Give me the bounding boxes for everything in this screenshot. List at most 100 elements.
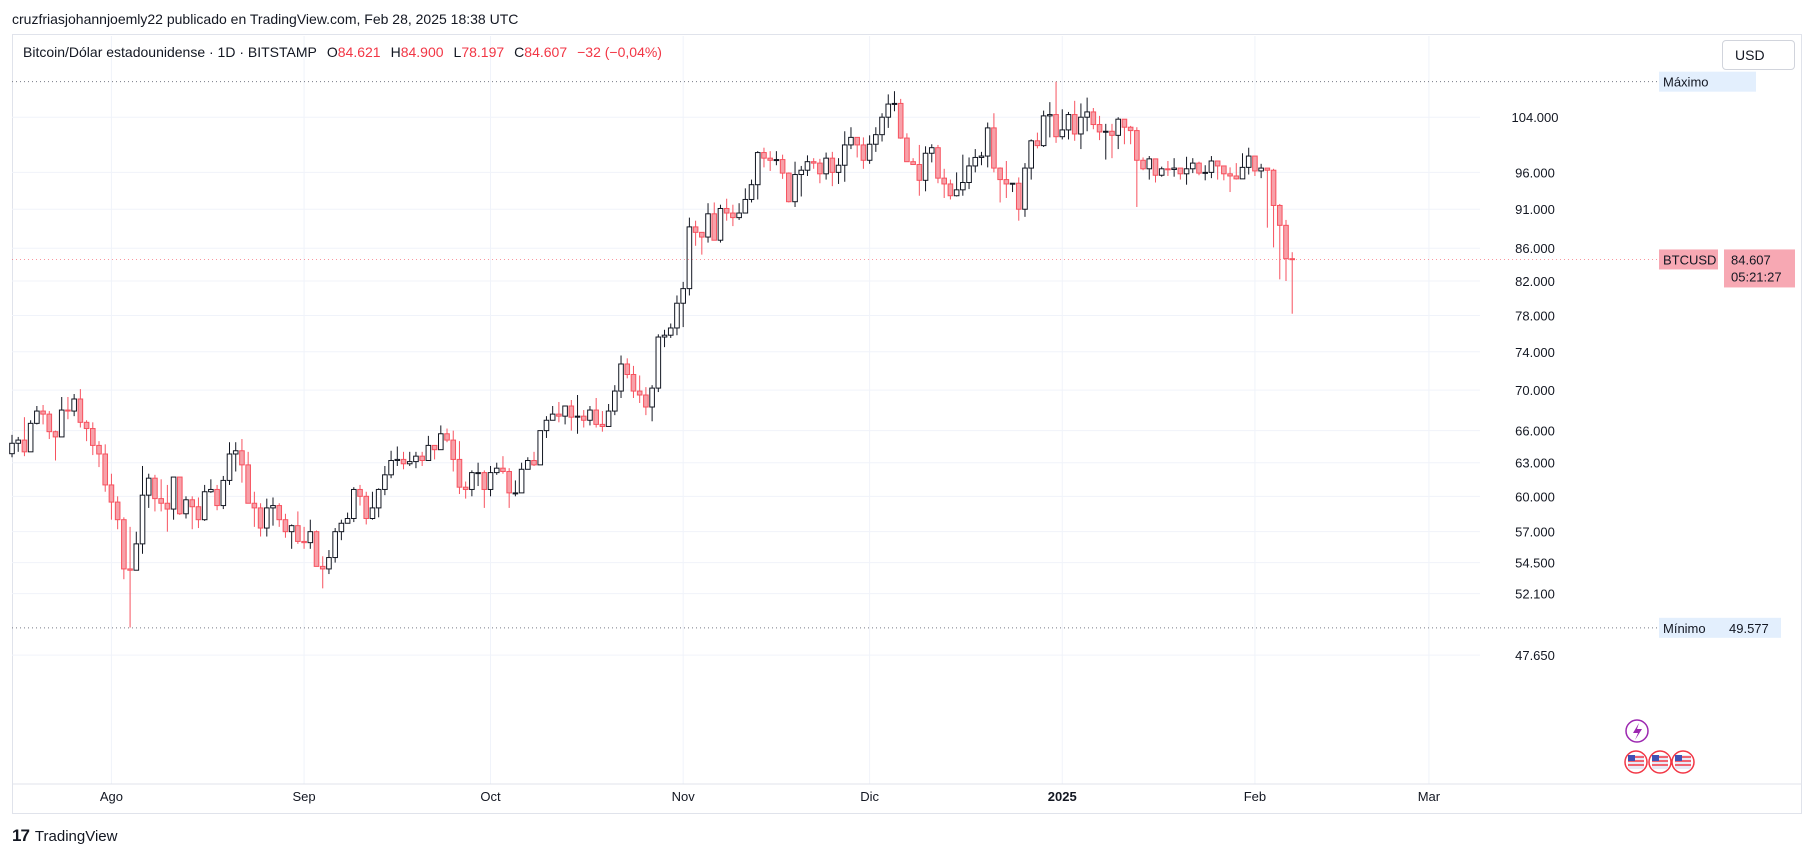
candle-body [102, 453, 109, 486]
x-tick-label: Feb [1244, 789, 1266, 804]
candle-body [1015, 182, 1022, 210]
flag-canton [1628, 755, 1635, 761]
candle-body [1009, 182, 1016, 185]
x-tick-label: Sep [293, 789, 316, 804]
max-label-bg [1659, 71, 1756, 92]
candle-body [475, 472, 481, 475]
candle-body [1059, 129, 1066, 138]
candle-body [176, 476, 183, 515]
min-label: Mínimo [1663, 621, 1706, 636]
x-tick-label: 2025 [1048, 789, 1077, 804]
candle-body [667, 327, 674, 336]
candle-body [612, 390, 618, 412]
candle-body [40, 410, 46, 415]
symbol-tag-bg [1659, 249, 1718, 270]
candle-body [369, 507, 376, 519]
candle-body [810, 161, 817, 164]
y-tick-label: 54.500 [1515, 556, 1555, 571]
candle-body [543, 419, 550, 432]
lightning-glyph-icon [1633, 723, 1642, 740]
candle-body [245, 464, 251, 504]
y-tick-label: 63.000 [1515, 456, 1555, 471]
candle-body [152, 477, 158, 500]
flag-canton [1652, 755, 1659, 761]
candle-body [1208, 160, 1215, 173]
candle-body [1214, 160, 1221, 167]
candle-body [935, 147, 941, 179]
x-tick-label: Oct [480, 789, 501, 804]
candle-body [1270, 169, 1277, 206]
candle-body [661, 334, 668, 338]
y-tick-label: 66.000 [1515, 424, 1555, 439]
candle-body [9, 442, 15, 455]
candle-body [338, 522, 345, 533]
y-tick-label: 78.000 [1515, 308, 1555, 323]
candle-body [841, 144, 848, 166]
candle-body [978, 155, 985, 158]
candle-body [779, 159, 786, 174]
low-value: 78.197 [461, 44, 505, 60]
candle-body [692, 226, 699, 233]
candle-body [1084, 111, 1090, 118]
candle-body [717, 207, 724, 241]
candle-body [1264, 167, 1271, 171]
y-tick-label: 70.000 [1515, 383, 1555, 398]
candle-body [406, 461, 413, 465]
candle-body [71, 398, 77, 412]
candle-body [574, 415, 581, 418]
candle-body [823, 157, 829, 175]
countdown-label: 05:21:27 [1731, 269, 1782, 284]
candle-body [1090, 111, 1097, 126]
candle-body [1028, 140, 1034, 169]
candle-body [1078, 116, 1084, 135]
candle-body [164, 502, 171, 510]
candle-body [382, 474, 388, 490]
candle-body [593, 409, 599, 425]
candle-body [866, 143, 873, 161]
candle-body [1283, 224, 1289, 260]
candle-body [357, 488, 363, 497]
candle-body [1115, 118, 1121, 136]
y-tick-label: 86.000 [1515, 241, 1555, 256]
candle-body [313, 531, 320, 567]
candle-body [792, 174, 798, 203]
candle-body [65, 409, 71, 412]
candle-body [699, 231, 705, 238]
candle-body [1165, 168, 1171, 171]
candle-body [922, 152, 929, 181]
candle-body [761, 152, 767, 159]
candle-body [326, 557, 332, 570]
candle-body [873, 134, 879, 145]
candle-body [991, 127, 997, 169]
candle-body [885, 103, 892, 118]
close-value: 84.607 [524, 44, 568, 60]
candle-body [786, 172, 792, 203]
candle-body [1003, 179, 1010, 185]
candle-body [133, 543, 140, 571]
currency-button[interactable]: USD [1722, 40, 1795, 70]
candle-body [1196, 162, 1202, 174]
x-tick-label: Nov [672, 789, 696, 804]
candle-body [220, 479, 227, 507]
last-price-label: 84.607 [1731, 252, 1771, 267]
candle-body [344, 517, 351, 524]
x-tick-label: Mar [1418, 789, 1441, 804]
candle-body [960, 181, 966, 191]
candle-body [1047, 114, 1053, 117]
candle-body [580, 415, 587, 421]
candle-body [27, 422, 34, 453]
candle-body [145, 477, 152, 496]
candle-body [96, 444, 102, 455]
footer-brand[interactable]: 17 TradingView [12, 826, 117, 846]
high-value: 84.900 [400, 44, 444, 60]
open-value: 84.621 [337, 44, 381, 60]
candle-body [1140, 159, 1146, 170]
candle-body [158, 498, 164, 504]
candle-body [916, 164, 923, 181]
candle-body [531, 460, 537, 466]
candle-body [282, 519, 289, 533]
candle-body [705, 213, 711, 238]
candle-body [879, 116, 885, 136]
candle-body [928, 147, 935, 154]
